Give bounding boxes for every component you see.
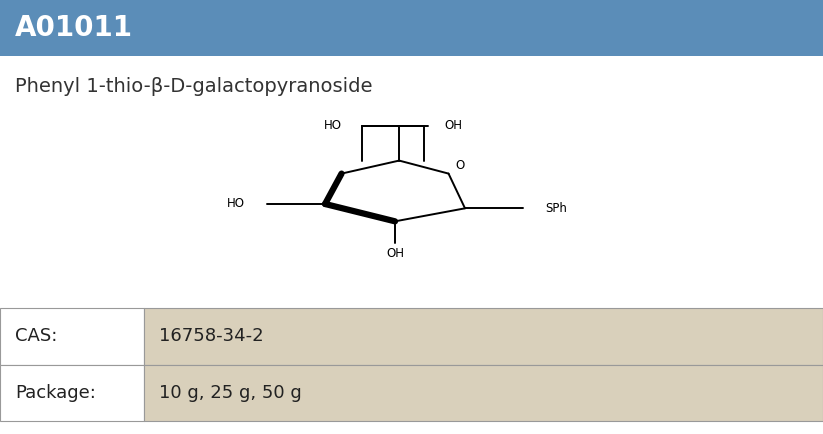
Text: HO: HO <box>323 119 342 132</box>
Text: A01011: A01011 <box>15 14 133 42</box>
Text: Phenyl 1-thio-β-D-galactopyranoside: Phenyl 1-thio-β-D-galactopyranoside <box>15 77 372 96</box>
Text: OH: OH <box>444 119 463 132</box>
Text: OH: OH <box>386 247 404 260</box>
Text: HO: HO <box>227 197 245 210</box>
Text: O: O <box>455 159 464 172</box>
Text: CAS:: CAS: <box>15 327 57 345</box>
FancyBboxPatch shape <box>144 308 823 365</box>
FancyBboxPatch shape <box>0 365 144 421</box>
Text: Package:: Package: <box>15 384 95 402</box>
FancyBboxPatch shape <box>0 0 823 56</box>
FancyBboxPatch shape <box>144 365 823 421</box>
Text: SPh: SPh <box>545 202 567 215</box>
FancyBboxPatch shape <box>0 308 144 365</box>
Text: 16758-34-2: 16758-34-2 <box>159 327 263 345</box>
Text: 10 g, 25 g, 50 g: 10 g, 25 g, 50 g <box>159 384 301 402</box>
